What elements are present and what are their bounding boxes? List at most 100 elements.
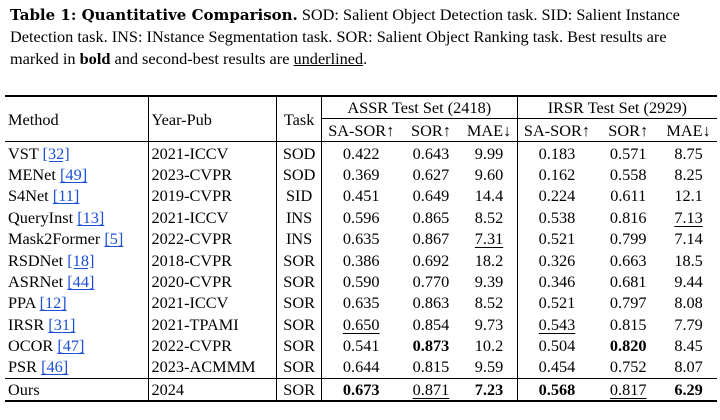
value-cell: 0.521 (538, 229, 576, 249)
header-irsr-set: IRSR Test Set (2929) (517, 95, 717, 120)
task-cell: SOR (276, 334, 322, 357)
year-cell: 2018-CVPR (148, 249, 278, 271)
value-cell-second-best: 0.871 (400, 377, 462, 403)
task-cell: SID (276, 185, 322, 207)
value-cell: 9.39 (461, 270, 518, 293)
value-cell: 0.644 (342, 357, 380, 377)
value-cell: 0.596 (342, 207, 380, 227)
year-cell: 2020-CVPR (148, 270, 278, 293)
value-cell: 18.2 (461, 249, 518, 271)
caption-underline-word: underlined (293, 49, 364, 68)
citation-link[interactable]: [31] (48, 314, 76, 334)
table-row: PSR [46] 2023-ACMMM SOR 0.644 0.815 9.59… (5, 356, 717, 379)
task-cell: SOD (276, 163, 322, 186)
year-cell: 2019-CVPR (148, 185, 278, 207)
method-cell: PSR [46] (5, 356, 149, 379)
table-row: PPA [12] 2021-ICCV SOR 0.635 0.863 8.52 … (5, 292, 717, 314)
value-cell: 0.521 (538, 293, 576, 313)
value-cell: 9.73 (461, 313, 518, 335)
citation-link[interactable]: [11] (52, 186, 80, 206)
table-row: S4Net [11] 2019-CVPR SID 0.451 0.649 14.… (5, 185, 717, 207)
value-cell: 0.183 (517, 141, 597, 164)
citation-link[interactable]: [47] (57, 336, 85, 356)
method-name: RSDNet (8, 250, 64, 270)
table-row-ours: Ours 2024 SOR 0.673 0.871 7.23 0.568 0.8… (5, 377, 717, 403)
year-cell: 2022-CVPR (148, 227, 278, 250)
table-row: ASRNet [44] 2020-CVPR SOR 0.590 0.770 9.… (5, 270, 717, 293)
value-cell: 9.99 (461, 141, 518, 164)
value-cell: 0.643 (400, 141, 462, 164)
value-cell: 10.2 (461, 334, 518, 357)
citation-link[interactable]: [18] (67, 250, 95, 270)
year-cell: 2023-ACMMM (148, 356, 278, 379)
value-cell: 0.451 (342, 186, 380, 206)
caption-bold-word: bold (79, 49, 111, 68)
table-row: MENet [49] 2023-CVPR SOD 0.369 0.627 9.6… (5, 163, 717, 186)
year-cell: 2021-TPAMI (148, 313, 278, 335)
table-row: RSDNet [18] 2018-CVPR SOR 0.386 0.692 18… (5, 249, 717, 271)
year-cell: 2024 (148, 377, 278, 403)
value-cell-best: 7.23 (461, 377, 518, 403)
value-cell: 0.590 (342, 271, 380, 291)
header-method: Method (5, 95, 149, 142)
header-metric: SA-SOR↑ (328, 120, 395, 140)
value-cell: 0.799 (609, 229, 647, 249)
caption-text-2: and second-best results are (110, 49, 294, 68)
value-cell-best: 0.873 (412, 336, 450, 356)
method-cell: Mask2Former [5] (5, 227, 149, 250)
citation-link[interactable]: [46] (41, 357, 69, 377)
value-cell: 0.538 (538, 207, 576, 227)
value-cell: 8.52 (461, 292, 518, 314)
citation-link[interactable]: [13] (77, 207, 105, 227)
value-cell: 0.541 (342, 336, 380, 356)
value-cell: 0.627 (412, 164, 450, 184)
value-cell: 0.326 (538, 250, 576, 270)
value-cell-second-best: 0.817 (596, 377, 661, 403)
table-row: IRSR [31] 2021-TPAMI SOR 0.650 0.854 9.7… (5, 313, 717, 335)
citation-link[interactable]: [12] (39, 293, 67, 313)
value-cell: 8.25 (674, 164, 703, 184)
method-cell: ASRNet [44] (5, 270, 149, 293)
citation-link[interactable]: [49] (60, 164, 88, 184)
value-cell: 0.611 (610, 186, 647, 206)
method-name: MENet (8, 164, 56, 184)
value-cell: 0.386 (342, 250, 380, 270)
value-cell: 0.815 (412, 357, 450, 377)
value-cell: 0.558 (609, 164, 647, 184)
value-cell: 0.681 (609, 271, 647, 291)
value-cell: 9.60 (461, 163, 518, 186)
value-cell: 18.5 (674, 250, 703, 270)
header-metric: MAE↓ (461, 118, 518, 142)
table-row: VST [32] 2021-ICCV SOD 0.422 0.643 9.99 … (5, 141, 717, 164)
task-cell: SOR (276, 313, 322, 335)
year-cell: 2022-CVPR (148, 334, 278, 357)
value-cell: 8.07 (674, 357, 703, 377)
year-cell: 2021-ICCV (148, 206, 278, 228)
method-cell: PPA [12] (5, 292, 149, 314)
value-cell-second-best: 0.650 (342, 314, 380, 334)
value-cell-best: 6.29 (660, 377, 717, 403)
header-metric: MAE↓ (666, 120, 711, 140)
value-cell: 0.422 (321, 141, 401, 164)
citation-link[interactable]: [5] (104, 229, 124, 249)
value-cell-best: 0.673 (321, 377, 401, 403)
value-cell: 0.854 (412, 314, 450, 334)
caption-text-1: SOD: Salient Object Detection task. SID:… (10, 5, 680, 68)
task-cell: SOR (276, 356, 322, 379)
task-cell: INS (276, 227, 322, 250)
method-cell: IRSR [31] (5, 313, 149, 335)
citation-link[interactable]: [44] (67, 271, 95, 291)
method-cell: S4Net [11] (5, 185, 149, 207)
citation-link[interactable]: [32] (42, 143, 70, 163)
task-cell: SOR (276, 377, 322, 403)
header-year: Year-Pub (148, 95, 278, 142)
task-cell: INS (276, 206, 322, 228)
task-cell: SOD (276, 141, 322, 164)
value-cell-best: 0.820 (609, 336, 647, 356)
value-cell: 7.79 (674, 314, 703, 334)
task-cell: SOR (276, 270, 322, 293)
method-name: OCOR (8, 336, 54, 356)
value-cell: 0.865 (412, 207, 450, 227)
value-cell: 9.44 (674, 271, 703, 291)
header-metric: SA-SOR↑ (523, 120, 590, 140)
